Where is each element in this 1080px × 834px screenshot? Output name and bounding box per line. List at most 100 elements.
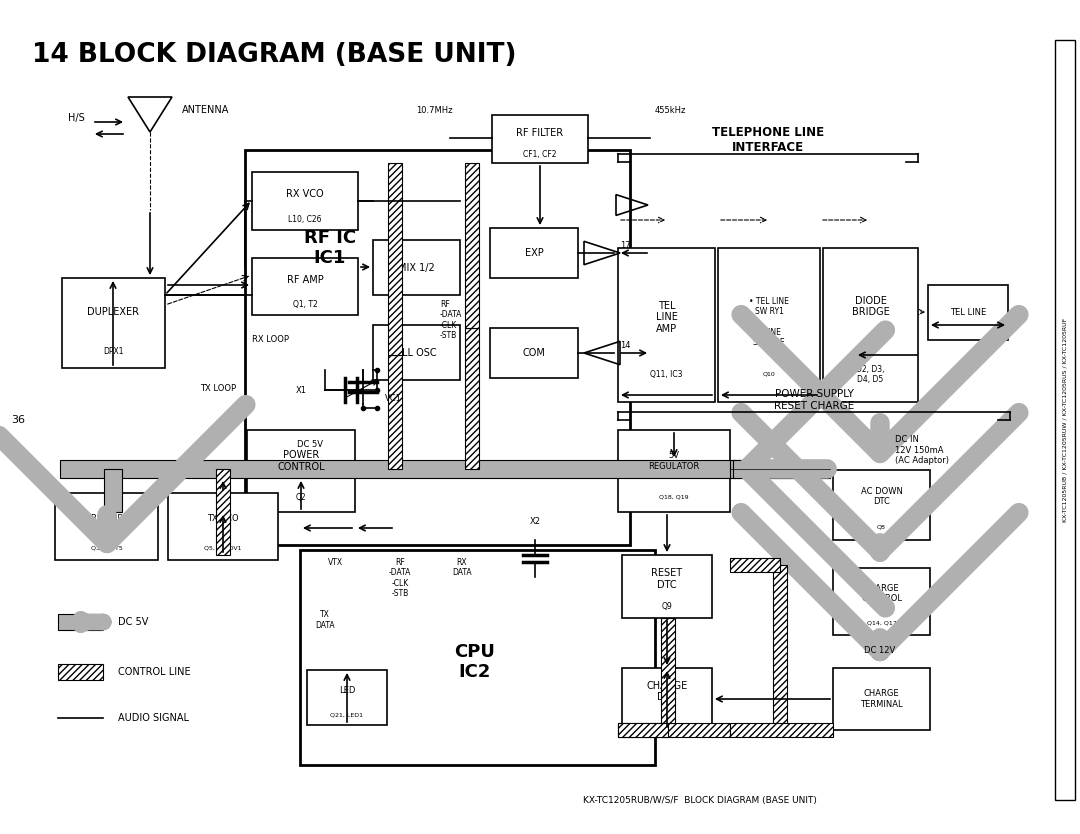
- Text: TX VCO: TX VCO: [207, 514, 239, 523]
- FancyBboxPatch shape: [58, 614, 103, 630]
- Text: RX VCO: RX VCO: [286, 189, 324, 199]
- Text: MIX 1/2: MIX 1/2: [399, 263, 435, 273]
- FancyBboxPatch shape: [307, 670, 387, 725]
- Text: H/S: H/S: [68, 113, 84, 123]
- Text: 5V
REGULATOR: 5V REGULATOR: [648, 451, 700, 471]
- Text: RESET
DTC: RESET DTC: [651, 568, 683, 590]
- Text: AC DOWN
DTC: AC DOWN DTC: [861, 487, 903, 506]
- FancyBboxPatch shape: [773, 565, 787, 730]
- Text: CF1, CF2: CF1, CF2: [523, 150, 557, 158]
- Text: CHARGE
TERMINAL: CHARGE TERMINAL: [860, 689, 903, 709]
- FancyBboxPatch shape: [62, 278, 165, 368]
- FancyBboxPatch shape: [465, 163, 480, 328]
- Text: TX
DATA: TX DATA: [315, 610, 335, 630]
- FancyBboxPatch shape: [718, 248, 820, 402]
- FancyBboxPatch shape: [618, 430, 730, 512]
- Text: DC 12V: DC 12V: [864, 646, 895, 655]
- Text: KX-TC1205RUB/W/S/F  BLOCK DIAGRAM (BASE UNIT): KX-TC1205RUB/W/S/F BLOCK DIAGRAM (BASE U…: [583, 796, 816, 805]
- FancyBboxPatch shape: [733, 460, 831, 478]
- Text: 17: 17: [620, 241, 631, 250]
- Text: RF AMP: RF AMP: [286, 274, 323, 284]
- Text: VC1: VC1: [384, 394, 402, 403]
- Text: 455kHz: 455kHz: [654, 105, 687, 114]
- Text: Q1, T2: Q1, T2: [293, 300, 318, 309]
- Text: TEL
LINE
AMP: TEL LINE AMP: [656, 301, 677, 334]
- Text: D2, D3,
D4, D5: D2, D3, D4, D5: [856, 364, 885, 384]
- Text: RF IC
IC1: RF IC IC1: [303, 229, 356, 268]
- FancyBboxPatch shape: [622, 668, 712, 730]
- Text: COM: COM: [523, 348, 545, 358]
- Text: Q2: Q2: [296, 493, 307, 502]
- Text: TELEPHONE LINE
INTERFACE: TELEPHONE LINE INTERFACE: [712, 126, 824, 154]
- Text: DIODE
BRIDGE: DIODE BRIDGE: [852, 296, 889, 317]
- Text: DUPLEXER: DUPLEXER: [87, 307, 139, 317]
- Text: Q3,Q4, T5: Q3,Q4, T5: [91, 545, 122, 550]
- Text: 36: 36: [11, 415, 25, 425]
- FancyBboxPatch shape: [661, 618, 675, 730]
- Text: X1: X1: [296, 385, 307, 394]
- FancyBboxPatch shape: [58, 664, 103, 680]
- Text: CHARGE
CONTROL: CHARGE CONTROL: [861, 584, 902, 603]
- FancyBboxPatch shape: [730, 723, 833, 737]
- FancyBboxPatch shape: [104, 469, 122, 512]
- Text: Q21, LED1: Q21, LED1: [330, 712, 364, 717]
- Text: TX LOOP: TX LOOP: [200, 384, 237, 393]
- FancyBboxPatch shape: [833, 668, 930, 730]
- Text: Q10: Q10: [762, 372, 775, 377]
- FancyBboxPatch shape: [247, 430, 355, 512]
- Text: PLL OSC: PLL OSC: [396, 348, 436, 358]
- Text: RF AMP: RF AMP: [91, 514, 122, 523]
- FancyBboxPatch shape: [373, 325, 460, 380]
- Text: POWER SUPPLY
RESET CHARGE: POWER SUPPLY RESET CHARGE: [774, 389, 854, 411]
- Text: RX
DATA: RX DATA: [453, 558, 472, 577]
- Text: 14: 14: [620, 341, 631, 350]
- Text: 14 BLOCK DIAGRAM (BASE UNIT): 14 BLOCK DIAGRAM (BASE UNIT): [32, 42, 516, 68]
- FancyBboxPatch shape: [928, 285, 1008, 340]
- Text: 10.7MHz: 10.7MHz: [417, 105, 453, 114]
- Text: Q18, Q19: Q18, Q19: [659, 495, 689, 500]
- Text: DC IN
12V 150mA
(AC Adaptor): DC IN 12V 150mA (AC Adaptor): [895, 435, 949, 465]
- FancyBboxPatch shape: [388, 163, 402, 355]
- FancyBboxPatch shape: [373, 240, 460, 295]
- FancyBboxPatch shape: [490, 328, 578, 378]
- Text: DC 5V: DC 5V: [297, 440, 323, 449]
- FancyBboxPatch shape: [833, 568, 930, 635]
- Text: CONTROL LINE: CONTROL LINE: [118, 667, 191, 677]
- FancyBboxPatch shape: [823, 248, 918, 402]
- Text: POWER
CONTROL: POWER CONTROL: [278, 450, 325, 472]
- Text: VTX: VTX: [327, 558, 342, 567]
- Text: Q9: Q9: [662, 602, 673, 611]
- FancyBboxPatch shape: [618, 723, 730, 737]
- Text: KX-TC1205RUB / KX-TC1205RUW / KX-TC1205RUS / KX-TC1205RUF: KX-TC1205RUB / KX-TC1205RUW / KX-TC1205R…: [1063, 318, 1067, 522]
- Text: RF FILTER: RF FILTER: [516, 128, 564, 138]
- FancyBboxPatch shape: [618, 723, 669, 737]
- Text: RF
-DATA
-CLK
-STB: RF -DATA -CLK -STB: [440, 300, 462, 340]
- FancyBboxPatch shape: [833, 470, 930, 540]
- Text: TEL LINE: TEL LINE: [950, 308, 986, 317]
- Text: EXP: EXP: [525, 248, 543, 258]
- FancyBboxPatch shape: [252, 172, 357, 230]
- FancyBboxPatch shape: [300, 550, 654, 765]
- Text: Q5, T6, DV1: Q5, T6, DV1: [204, 545, 242, 550]
- FancyBboxPatch shape: [622, 555, 712, 618]
- FancyBboxPatch shape: [465, 328, 480, 469]
- Text: RF
-DATA
-CLK
-STB: RF -DATA -CLK -STB: [389, 558, 411, 598]
- FancyBboxPatch shape: [490, 228, 578, 278]
- Text: CHARGE
DTC: CHARGE DTC: [646, 681, 688, 702]
- FancyBboxPatch shape: [1055, 40, 1075, 800]
- FancyBboxPatch shape: [216, 469, 230, 555]
- Text: ANTENNA: ANTENNA: [183, 105, 229, 115]
- FancyBboxPatch shape: [730, 558, 780, 572]
- FancyBboxPatch shape: [55, 493, 158, 560]
- FancyBboxPatch shape: [730, 460, 831, 478]
- Text: Q8: Q8: [877, 525, 886, 530]
- Text: L10, C26: L10, C26: [288, 215, 322, 224]
- Text: AUDIO SIGNAL: AUDIO SIGNAL: [118, 713, 189, 723]
- Text: LED: LED: [339, 686, 355, 696]
- FancyBboxPatch shape: [388, 355, 402, 469]
- Text: DPX1: DPX1: [104, 347, 124, 356]
- FancyBboxPatch shape: [252, 258, 357, 315]
- FancyBboxPatch shape: [60, 460, 735, 478]
- Text: CPU
IC2: CPU IC2: [455, 643, 496, 681]
- Text: Q11, IC3: Q11, IC3: [650, 369, 683, 379]
